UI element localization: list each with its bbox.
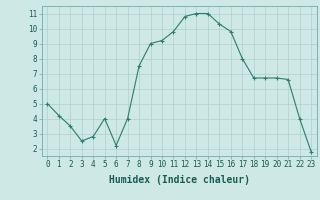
X-axis label: Humidex (Indice chaleur): Humidex (Indice chaleur): [109, 175, 250, 185]
